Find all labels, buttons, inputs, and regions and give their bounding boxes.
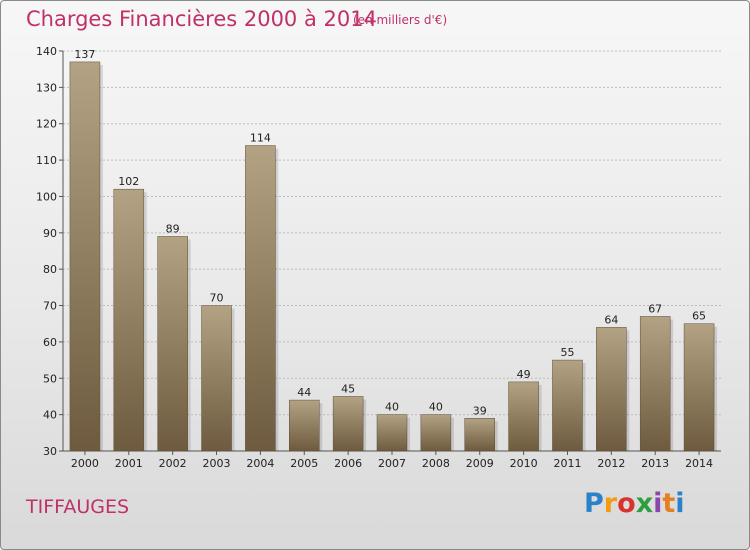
y-tick-label: 50 [43, 372, 57, 385]
data-label: 44 [297, 386, 311, 399]
y-tick-label: 140 [36, 45, 57, 58]
data-label: 49 [517, 368, 531, 381]
x-tick-label: 2002 [159, 457, 187, 470]
logo-letter: i [675, 488, 685, 519]
bar-2011 [552, 359, 583, 452]
data-label: 114 [250, 132, 271, 145]
bar-2000 [69, 61, 101, 452]
data-label: 89 [166, 222, 180, 235]
x-tick-label: 2014 [685, 457, 713, 470]
data-label: 102 [118, 175, 139, 188]
x-tick-label: 2008 [422, 457, 450, 470]
data-label: 70 [210, 292, 224, 305]
x-tick-label: 2000 [71, 457, 99, 470]
data-label: 137 [74, 48, 95, 61]
data-label: 39 [473, 404, 487, 417]
y-tick-label: 110 [36, 154, 57, 167]
y-tick-label: 100 [36, 190, 57, 203]
y-tick-label: 80 [43, 263, 57, 276]
logo-letter: t [662, 488, 676, 519]
bar-2001 [113, 188, 145, 452]
bar-2003 [201, 305, 232, 452]
chart-subtitle: (en milliers d'€) [353, 13, 448, 27]
bar-2013 [639, 316, 671, 452]
data-label: 64 [604, 313, 618, 326]
bar-2012 [596, 327, 627, 452]
bar-2009 [464, 418, 495, 452]
proxiti-logo: Proxiti [584, 488, 685, 519]
data-label: 55 [560, 346, 574, 359]
x-tick-label: 2011 [553, 457, 581, 470]
bar-2006 [332, 396, 364, 452]
x-tick-label: 2013 [641, 457, 669, 470]
bar-2005 [289, 399, 320, 452]
bar-2010 [508, 381, 539, 452]
x-tick-label: 2012 [597, 457, 625, 470]
x-tick-label: 2005 [290, 457, 318, 470]
x-tick-label: 2004 [246, 457, 274, 470]
y-tick-label: 70 [43, 300, 57, 313]
x-tick-label: 2003 [203, 457, 231, 470]
data-label: 40 [385, 401, 399, 414]
bar-2014 [683, 323, 715, 452]
x-tick-label: 2009 [466, 457, 494, 470]
y-tick-label: 40 [43, 409, 57, 422]
bars [69, 61, 718, 452]
commune-name: TIFFAUGES [26, 496, 130, 518]
data-label: 67 [648, 302, 662, 315]
y-tick-label: 130 [36, 81, 57, 94]
logo-letter: o [617, 488, 636, 519]
logo-letter: x [635, 488, 654, 519]
x-tick-label: 2007 [378, 457, 406, 470]
logo-letter: i [653, 488, 663, 519]
bar-2007 [376, 414, 408, 452]
data-labels: 137 102 89 70 114 44 45 40 40 39 49 55 64 67 65 [74, 48, 706, 417]
x-tick-label: 2006 [334, 457, 362, 470]
x-tick-label: 2001 [115, 457, 143, 470]
x-tick-label: 2010 [510, 457, 538, 470]
bar-2008 [420, 414, 452, 452]
y-tick-label: 60 [43, 336, 57, 349]
data-label: 40 [429, 401, 443, 414]
data-label: 45 [341, 382, 355, 395]
logo-letter: r [603, 488, 618, 519]
data-label: 65 [692, 310, 706, 323]
y-tick-label: 30 [43, 445, 57, 458]
chart-title: Charges Financières 2000 à 2014 [26, 7, 377, 31]
bar-2004 [245, 145, 276, 452]
y-tick-label: 120 [36, 118, 57, 131]
logo-letter: P [584, 488, 604, 519]
y-tick-label: 90 [43, 227, 57, 240]
bar-2002 [157, 236, 188, 452]
